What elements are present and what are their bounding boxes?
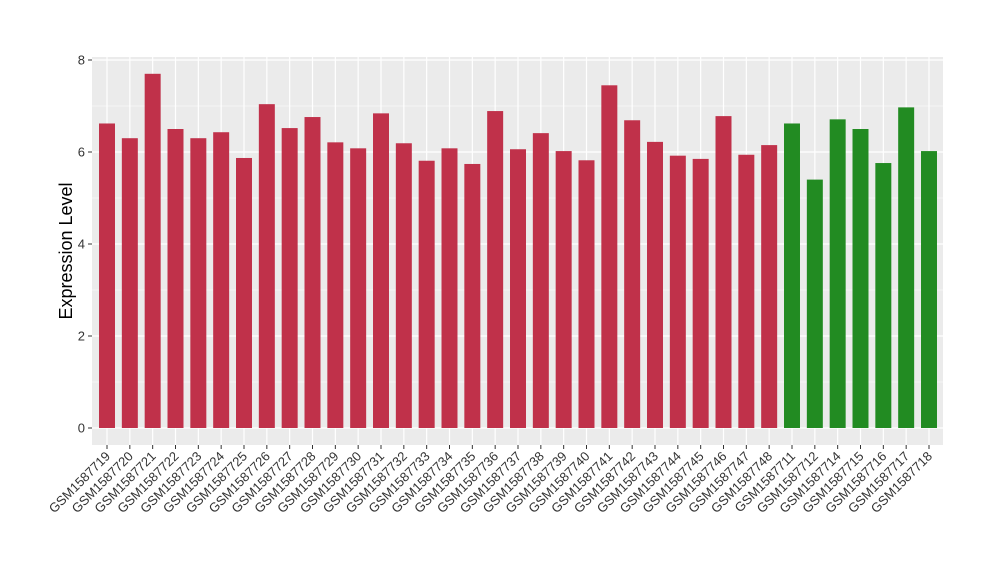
y-tick-label: 4 [78, 237, 85, 252]
bar-gsm1587740 [578, 160, 595, 428]
bars [99, 73, 937, 429]
y-tick-label: 2 [78, 329, 85, 344]
bar-gsm1587721 [144, 73, 161, 429]
bar-gsm1587722 [167, 129, 184, 428]
bar-gsm1587731 [373, 113, 389, 429]
bar-gsm1587733 [418, 160, 435, 429]
y-axis: 0 2 4 6 8 [78, 53, 92, 436]
bar-gsm1587729 [327, 142, 344, 428]
bar-gsm1587739 [555, 151, 572, 428]
bar-gsm1587716 [875, 163, 892, 429]
bar-gsm1587734 [441, 148, 458, 428]
x-axis: GSM1587719GSM1587720GSM1587721GSM1587722… [46, 445, 935, 516]
bar-gsm1587726 [258, 104, 275, 428]
bar-gsm1587727 [281, 128, 298, 428]
y-tick-label: 8 [78, 53, 85, 68]
bar-gsm1587730 [350, 148, 367, 428]
bar-gsm1587738 [532, 133, 549, 428]
bar-gsm1587725 [236, 157, 252, 429]
bar-gsm1587744 [669, 155, 686, 428]
bar-gsm1587717 [898, 107, 915, 428]
bar-gsm1587747 [738, 154, 755, 428]
bar-gsm1587712 [806, 179, 823, 428]
y-axis-title: Expression Level [56, 182, 76, 319]
bar-gsm1587741 [601, 85, 618, 429]
bar-gsm1587714 [829, 119, 846, 428]
y-tick-label: 6 [78, 145, 85, 160]
bar-gsm1587724 [213, 132, 230, 428]
bar-gsm1587746 [715, 116, 732, 429]
bar-gsm1587742 [624, 120, 641, 428]
bar-gsm1587723 [190, 138, 207, 428]
bar-gsm1587711 [784, 123, 800, 428]
bar-gsm1587745 [692, 158, 709, 428]
bar-gsm1587728 [304, 117, 321, 428]
bar-gsm1587732 [395, 143, 412, 428]
bar-gsm1587719 [99, 123, 115, 428]
bar-gsm1587720 [121, 138, 138, 428]
bar-gsm1587748 [761, 145, 778, 428]
bar-gsm1587718 [921, 151, 937, 428]
bar-gsm1587715 [852, 129, 869, 428]
bar-gsm1587735 [464, 163, 481, 428]
bar-gsm1587743 [647, 141, 663, 428]
y-tick-label: 0 [78, 421, 85, 436]
bar-gsm1587736 [487, 111, 504, 428]
bar-gsm1587737 [510, 149, 526, 429]
